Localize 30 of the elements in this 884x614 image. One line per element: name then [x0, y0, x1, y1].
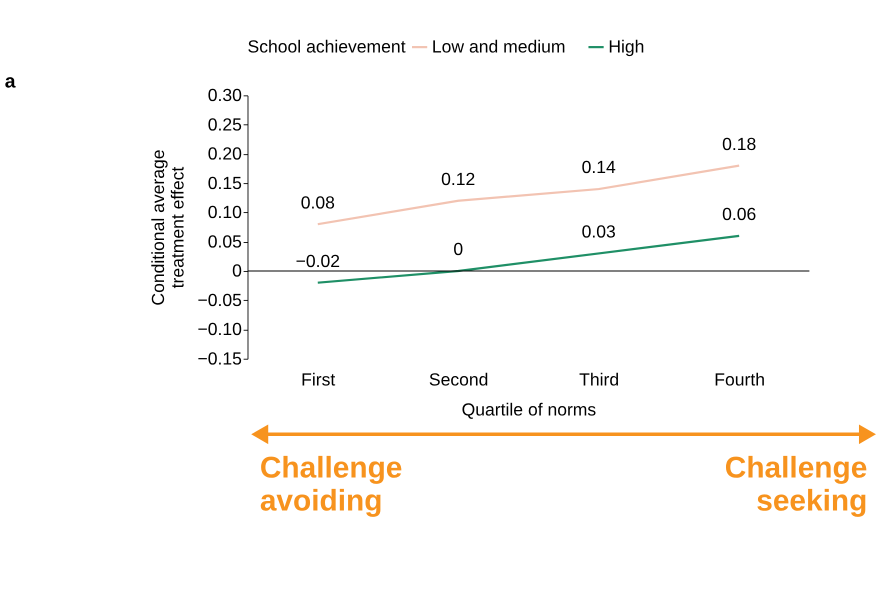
y-tick-label: −0.15: [197, 348, 242, 368]
y-tick-label: 0.25: [208, 114, 242, 134]
data-label: 0.06: [722, 204, 756, 224]
y-tick-label: 0.20: [208, 144, 242, 164]
y-tick-label: 0.10: [208, 202, 242, 222]
y-tick-label: −0.10: [197, 319, 242, 340]
x-tick-label: Third: [579, 370, 620, 390]
legend-label: High: [608, 36, 644, 56]
data-label: 0.14: [582, 157, 616, 178]
data-label: 0.18: [722, 134, 756, 154]
x-tick-label: Fourth: [714, 370, 765, 390]
y-tick-label: −0.05: [197, 290, 242, 310]
data-label: −0.02: [296, 250, 340, 271]
legend-label: Low and medium: [432, 36, 566, 56]
y-axis-title: Conditional average treatment effect: [148, 149, 188, 306]
x-axis-title: Quartile of norms: [462, 399, 596, 420]
x-tick-label: Second: [428, 370, 488, 390]
data-label: 0: [453, 239, 464, 260]
y-tick-label: 0.30: [208, 85, 242, 106]
data-label: 0.12: [441, 168, 476, 189]
text: Challenge seeking: [724, 451, 868, 518]
y-tick-label: 0.15: [208, 172, 242, 193]
text: Challenge avoiding: [260, 451, 402, 518]
x-tick-label: First: [301, 370, 336, 390]
y-tick-label: 0.05: [208, 231, 242, 252]
data-label: 0.03: [582, 222, 616, 242]
text: a: [4, 72, 16, 93]
y-tick-label: 0: [232, 260, 242, 281]
legend-title: School achievement: [248, 36, 406, 56]
data-label: 0.08: [300, 192, 335, 212]
